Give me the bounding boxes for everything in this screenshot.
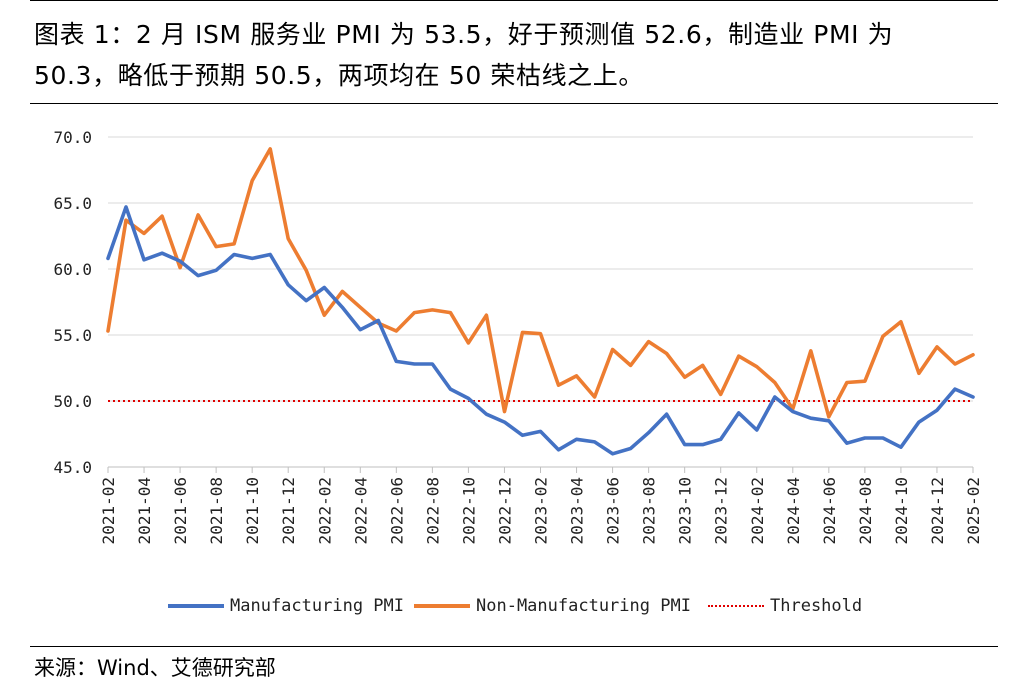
- non-manufacturing-pmi-line: [106, 147, 975, 419]
- y-tick-label: 55.0: [53, 326, 92, 345]
- x-tick-label: 2022-10: [459, 477, 478, 544]
- x-tick-label: 2024-02: [748, 477, 767, 544]
- x-tick-label: 2022-06: [387, 477, 406, 544]
- x-tick-label: 2021-02: [99, 477, 118, 544]
- x-tick-label: 2023-08: [640, 477, 659, 544]
- x-tick-label: 2023-10: [676, 477, 695, 544]
- x-tick-label: 2024-04: [784, 477, 803, 544]
- legend-item-threshold: Threshold: [708, 590, 862, 622]
- top-rule: [30, 0, 998, 1]
- x-tick-label: 2021-10: [243, 477, 262, 544]
- x-tick-label: 2023-04: [568, 477, 587, 544]
- x-tick-label: 2023-06: [604, 477, 623, 544]
- legend-swatch-manufacturing: [168, 604, 224, 608]
- y-tick-label: 70.0: [53, 128, 92, 147]
- x-tick-label: 2024-12: [928, 477, 947, 544]
- x-tick-label: 2025-02: [964, 477, 983, 544]
- legend-label-manufacturing: Manufacturing PMI: [230, 596, 404, 616]
- legend-label-non-manufacturing: Non-Manufacturing PMI: [476, 596, 691, 616]
- x-tick-label: 2022-04: [351, 477, 370, 544]
- x-tick-label: 2021-06: [171, 477, 190, 544]
- legend-label-threshold: Threshold: [770, 596, 863, 616]
- x-tick-label: 2022-02: [315, 477, 334, 544]
- title-divider: [30, 103, 998, 104]
- source-divider: [30, 646, 998, 647]
- x-tick-label: 2021-08: [207, 477, 226, 544]
- y-tick-label: 50.0: [53, 392, 92, 411]
- manufacturing-pmi-line: [106, 205, 975, 456]
- chart-legend: Manufacturing PMI Non-Manufacturing PMI …: [0, 590, 1028, 622]
- x-tick-label: 2022-12: [495, 477, 514, 544]
- x-tick-label: 2024-10: [892, 477, 911, 544]
- x-tick-label: 2023-02: [532, 477, 551, 544]
- x-tick-label: 2022-08: [423, 477, 442, 544]
- y-tick-label: 45.0: [53, 458, 92, 477]
- legend-swatch-threshold: [708, 605, 764, 607]
- x-tick-label: 2024-08: [856, 477, 875, 544]
- figure-title: 图表 1：2 月 ISM 服务业 PMI 为 53.5，好于预测值 52.6，制…: [34, 20, 894, 90]
- x-tick-label: 2024-06: [820, 477, 839, 544]
- y-tick-label: 65.0: [53, 194, 92, 213]
- legend-swatch-non-manufacturing: [414, 604, 470, 608]
- legend-item-non-manufacturing: Non-Manufacturing PMI: [414, 590, 691, 622]
- x-tick-label: 2021-12: [279, 477, 298, 544]
- source-note: 来源：Wind、艾德研究部: [34, 656, 276, 680]
- legend-item-manufacturing: Manufacturing PMI: [168, 590, 404, 622]
- y-tick-label: 60.0: [53, 260, 92, 279]
- x-tick-label: 2021-04: [135, 477, 154, 544]
- line-chart: 45.0 50.0 55.0 60.0 65.0 70.0 2021-02 2021-04 20…: [53, 128, 983, 544]
- x-tick-label: 2023-12: [712, 477, 731, 544]
